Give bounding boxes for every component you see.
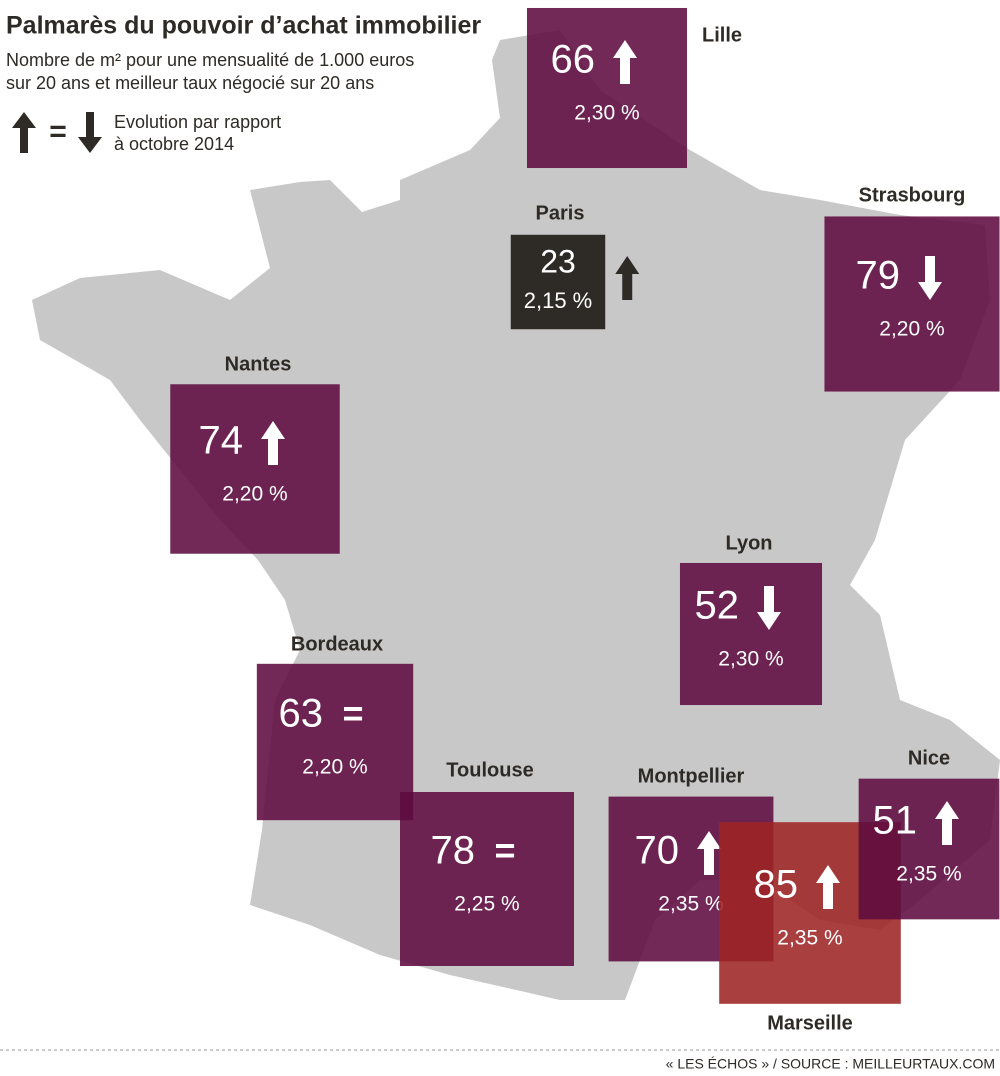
legend-down-arrow <box>78 112 102 153</box>
city-box <box>170 384 340 554</box>
city-boxes: Lille 66 2,30 % Paris 23 2,15 % Strasbourg 79 2,… <box>170 7 1000 1034</box>
city-value: 85 <box>754 863 799 907</box>
city-name: Lille <box>702 24 742 46</box>
city-name: Strasbourg <box>859 184 966 206</box>
city-name: Paris <box>536 202 585 224</box>
up-arrow <box>613 40 637 84</box>
city-rate: 2,20 % <box>302 756 367 779</box>
city-rate: 2,15 % <box>524 288 593 313</box>
down-arrow <box>757 586 781 630</box>
city-name: Nice <box>908 747 950 769</box>
city-name: Toulouse <box>446 759 533 781</box>
city-rate: 2,25 % <box>454 893 519 916</box>
city-name: Marseille <box>767 1012 853 1034</box>
city-value: 74 <box>199 419 244 463</box>
title: Palmarès du pouvoir d’achat immobilier <box>6 12 481 40</box>
city-value: 63 <box>279 692 324 736</box>
city-value: 66 <box>551 38 596 82</box>
trend-equal: = <box>342 693 363 734</box>
city-name: Montpellier <box>638 765 745 787</box>
city-box <box>858 778 1000 920</box>
legend-equal: = <box>49 115 67 148</box>
city-value: 70 <box>635 829 680 873</box>
city-rate: 2,20 % <box>879 318 944 341</box>
city-value: 52 <box>695 584 740 628</box>
up-arrow <box>261 421 285 465</box>
city-box <box>824 216 1000 392</box>
city-name: Bordeaux <box>291 633 383 655</box>
city-rate: 2,30 % <box>574 102 639 125</box>
city-rate: 2,20 % <box>222 483 287 506</box>
city-name: Lyon <box>725 532 772 554</box>
up-arrow <box>615 256 640 300</box>
legend-up-arrow <box>12 112 36 153</box>
city-value: 51 <box>873 799 918 843</box>
subtitle: sur 20 ans et meilleur taux négocié sur … <box>6 73 374 93</box>
city-box <box>256 663 414 821</box>
down-arrow <box>918 256 942 300</box>
city-rate: 2,30 % <box>718 648 783 671</box>
city-box <box>526 7 688 169</box>
up-arrow <box>816 865 840 909</box>
subtitle: Nombre de m² pour une mensualité de 1.00… <box>6 50 414 70</box>
city-box <box>679 562 823 706</box>
city-rate: 2,35 % <box>658 893 723 916</box>
city-rate: 2,35 % <box>896 863 961 886</box>
city-box <box>400 792 574 966</box>
city-value: 78 <box>431 829 476 873</box>
source: « LES ÉCHOS » / SOURCE : MEILLEURTAUX.CO… <box>666 1056 995 1072</box>
city-box <box>510 234 606 330</box>
city-name: Nantes <box>225 353 292 375</box>
trend-equal: = <box>494 830 515 871</box>
legend-text: à octobre 2014 <box>114 134 234 154</box>
up-arrow <box>697 831 721 875</box>
up-arrow <box>935 801 959 845</box>
city-value: 79 <box>856 254 901 298</box>
legend-text: Evolution par rapport <box>114 112 281 132</box>
city-rate: 2,35 % <box>777 927 842 950</box>
city-value: 23 <box>540 243 576 279</box>
